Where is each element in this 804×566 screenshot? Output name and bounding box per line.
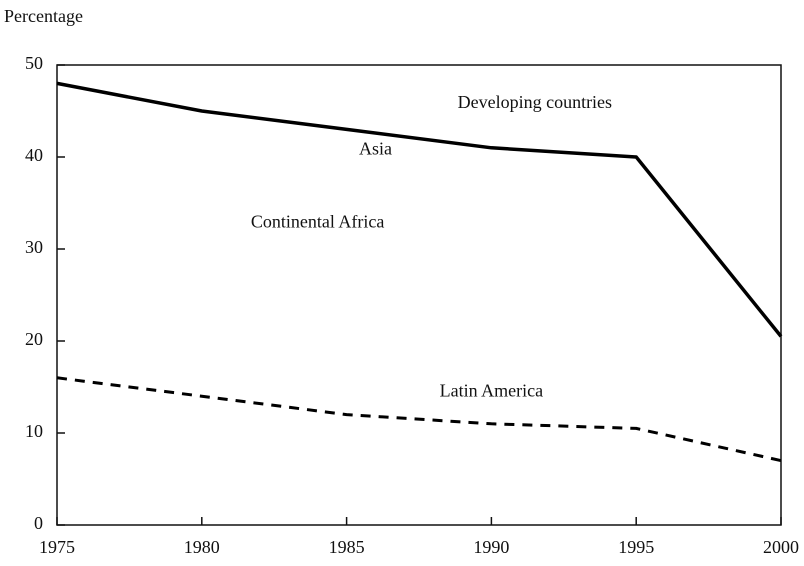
annotation: Developing countries xyxy=(458,92,612,112)
y-tick-label: 10 xyxy=(25,421,43,441)
plot-frame xyxy=(56,64,782,526)
x-tick-label: 1990 xyxy=(473,537,509,557)
annotation: Latin America xyxy=(440,381,543,401)
annotation: Asia xyxy=(359,139,392,159)
x-tick-label: 1985 xyxy=(329,537,365,557)
y-tick-label: 50 xyxy=(25,53,43,73)
x-tick-label: 1975 xyxy=(39,537,75,557)
x-tick-label: 2000 xyxy=(763,537,799,557)
series-line xyxy=(56,376,782,463)
y-tick-label: 40 xyxy=(25,145,43,165)
y-axis-label: Percentage xyxy=(4,6,83,26)
y-tick-label: 0 xyxy=(34,513,43,533)
annotation: Continental Africa xyxy=(251,211,384,231)
series-line xyxy=(56,81,783,338)
y-tick-label: 20 xyxy=(25,329,43,349)
x-tick-label: 1980 xyxy=(184,537,220,557)
x-tick-label: 1995 xyxy=(618,537,654,557)
y-tick-label: 30 xyxy=(25,237,43,257)
